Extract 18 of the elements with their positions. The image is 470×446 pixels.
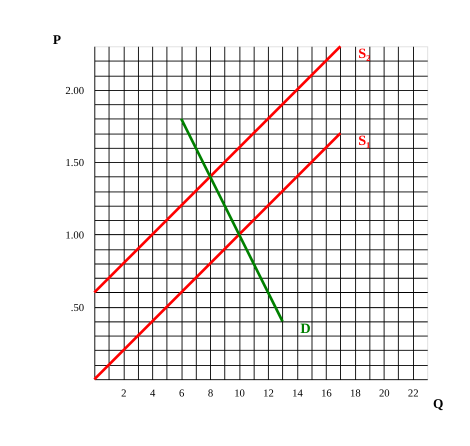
y-axis-title: P <box>52 32 61 48</box>
y-tick-label: 2.00 <box>65 84 84 97</box>
x-tick-label: 10 <box>234 388 245 400</box>
y-tick-label: 1.00 <box>65 230 84 242</box>
x-tick-label: 12 <box>263 388 274 400</box>
x-tick-label: 4 <box>150 388 156 400</box>
y-tick-label: 1.50 <box>65 157 84 170</box>
series-label: D <box>300 320 311 337</box>
x-tick-label: 22 <box>408 388 419 400</box>
x-tick-label: 2 <box>121 388 126 400</box>
x-tick-label: 16 <box>321 388 332 400</box>
x-axis-title: Q <box>433 396 444 412</box>
x-tick-label: 14 <box>292 388 304 400</box>
x-tick-label: 8 <box>208 388 214 400</box>
y-tick-label: .50 <box>70 302 84 314</box>
x-tick-label: 6 <box>178 388 185 400</box>
x-tick-label: 20 <box>378 388 390 400</box>
x-tick-label: 18 <box>350 388 361 400</box>
